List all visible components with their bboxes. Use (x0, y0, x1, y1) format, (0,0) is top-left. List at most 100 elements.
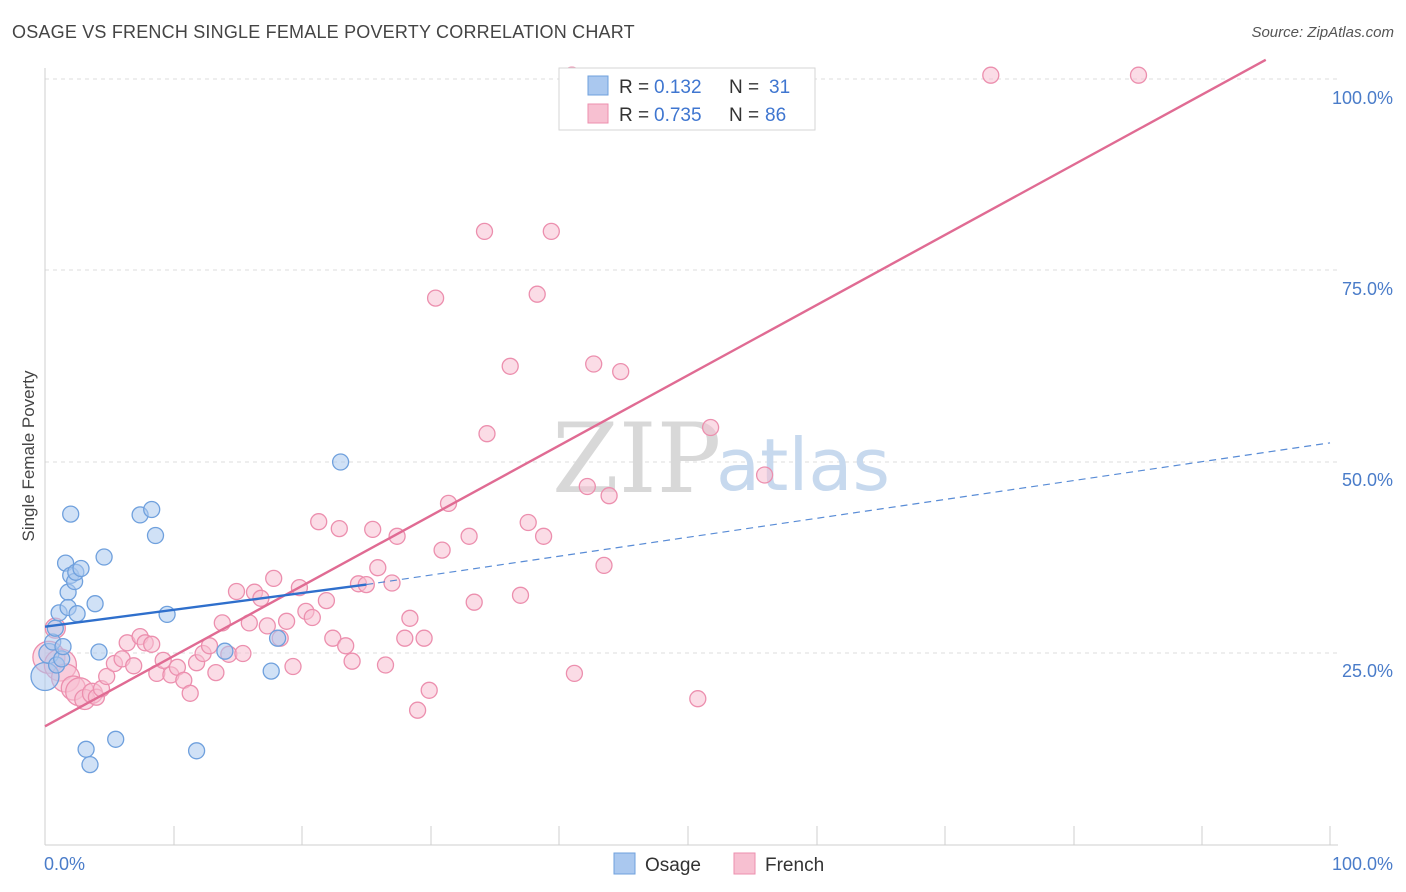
y-tick-label-25: 25.0% (1342, 661, 1393, 681)
french-point (542, 222, 560, 241)
osage-point (331, 453, 350, 471)
french-point (465, 593, 483, 611)
french-point (396, 629, 414, 647)
french-point (310, 513, 328, 531)
osage-legend-label: Osage (645, 855, 701, 876)
french-point (207, 663, 225, 682)
bottom-legend: Osage French (613, 852, 824, 876)
y-tick-label-100: 100.0% (1332, 88, 1393, 108)
osage-point (72, 559, 90, 578)
osage-point (146, 526, 165, 545)
y-axis-label: Single Female Poverty (19, 370, 38, 542)
french-point (317, 591, 336, 610)
french-legend-swatch (587, 103, 609, 124)
french-point (612, 362, 630, 381)
osage-point (62, 505, 80, 523)
french-point (689, 690, 707, 708)
french-point (376, 656, 395, 674)
x-tick-label-min: 0.0% (44, 854, 85, 874)
french-point (595, 556, 613, 575)
french-point (534, 527, 553, 545)
osage-point (95, 548, 113, 566)
french-point (258, 617, 276, 635)
french-point (426, 289, 445, 307)
osage-point (262, 662, 280, 680)
french-point (415, 629, 433, 647)
osage-point (46, 619, 64, 637)
french-points (32, 66, 1148, 719)
osage-point (143, 500, 161, 519)
french-r-value: 0.735 (654, 105, 702, 126)
french-point (369, 559, 387, 577)
french-point (501, 357, 519, 375)
osage-points (30, 453, 350, 774)
french-point (408, 701, 427, 719)
french-point (343, 652, 361, 670)
french-point (143, 635, 161, 653)
french-point (511, 586, 530, 604)
gridlines (45, 78, 1338, 654)
osage-point (81, 755, 99, 774)
osage-r-value: 0.132 (654, 77, 702, 98)
french-point (600, 487, 618, 505)
osage-point (77, 740, 95, 758)
french-n-value: 86 (765, 105, 786, 126)
french-point (478, 425, 496, 443)
french-point (284, 657, 302, 676)
y-tick-label-50: 50.0% (1342, 470, 1393, 490)
osage-point (86, 595, 104, 613)
x-tick-label-max: 100.0% (1332, 854, 1393, 874)
french-point (330, 519, 348, 538)
y-tick-label-75: 75.0% (1342, 279, 1393, 299)
trend-lines (44, 58, 1331, 728)
osage-point (54, 637, 72, 656)
french-point (234, 644, 252, 663)
osage-point (187, 742, 206, 760)
osage-point (107, 730, 125, 748)
osage-bottom-swatch (613, 852, 636, 875)
french-bottom-swatch (733, 852, 756, 875)
osage-trend-extension (366, 442, 1331, 586)
french-point (585, 355, 603, 373)
french-point (519, 513, 537, 532)
french-point (701, 418, 720, 437)
osage-point (216, 642, 234, 660)
watermark-zip: ZIP (552, 403, 721, 515)
french-point (303, 608, 321, 627)
french-point (433, 541, 451, 559)
french-point (565, 664, 584, 683)
french-point (420, 681, 438, 699)
french-point (578, 477, 596, 496)
french-point (460, 527, 478, 545)
french-point (475, 222, 494, 241)
french-point (181, 684, 199, 702)
french-point (383, 574, 401, 592)
osage-point (68, 605, 86, 623)
top-legend: R = 0.132 N = 31 R = 0.735 N = 86 (558, 67, 816, 131)
osage-point (90, 643, 108, 661)
osage-legend-swatch (587, 75, 609, 96)
french-n-label: N = (729, 105, 759, 126)
osage-r-label: R = (619, 77, 649, 98)
french-point (528, 285, 546, 303)
osage-n-value: 31 (769, 77, 790, 98)
french-point (98, 667, 116, 686)
source-credit: Source: ZipAtlas.com (1251, 24, 1394, 41)
x-tick-marks (173, 826, 1331, 845)
french-point (401, 609, 419, 627)
chart-title: OSAGE VS FRENCH SINGLE FEMALE POVERTY CO… (12, 22, 635, 42)
french-point (227, 582, 246, 601)
french-point (277, 612, 296, 630)
french-legend-label: French (765, 855, 824, 876)
french-point (265, 569, 283, 588)
osage-point (268, 629, 287, 647)
french-point (364, 520, 382, 539)
french-point (125, 657, 143, 675)
osage-n-label: N = (729, 77, 759, 98)
french-point (755, 466, 774, 484)
french-trend-line (44, 58, 1267, 728)
french-point (324, 629, 342, 647)
french-point (1129, 66, 1148, 84)
osage-trend-line (44, 583, 367, 628)
